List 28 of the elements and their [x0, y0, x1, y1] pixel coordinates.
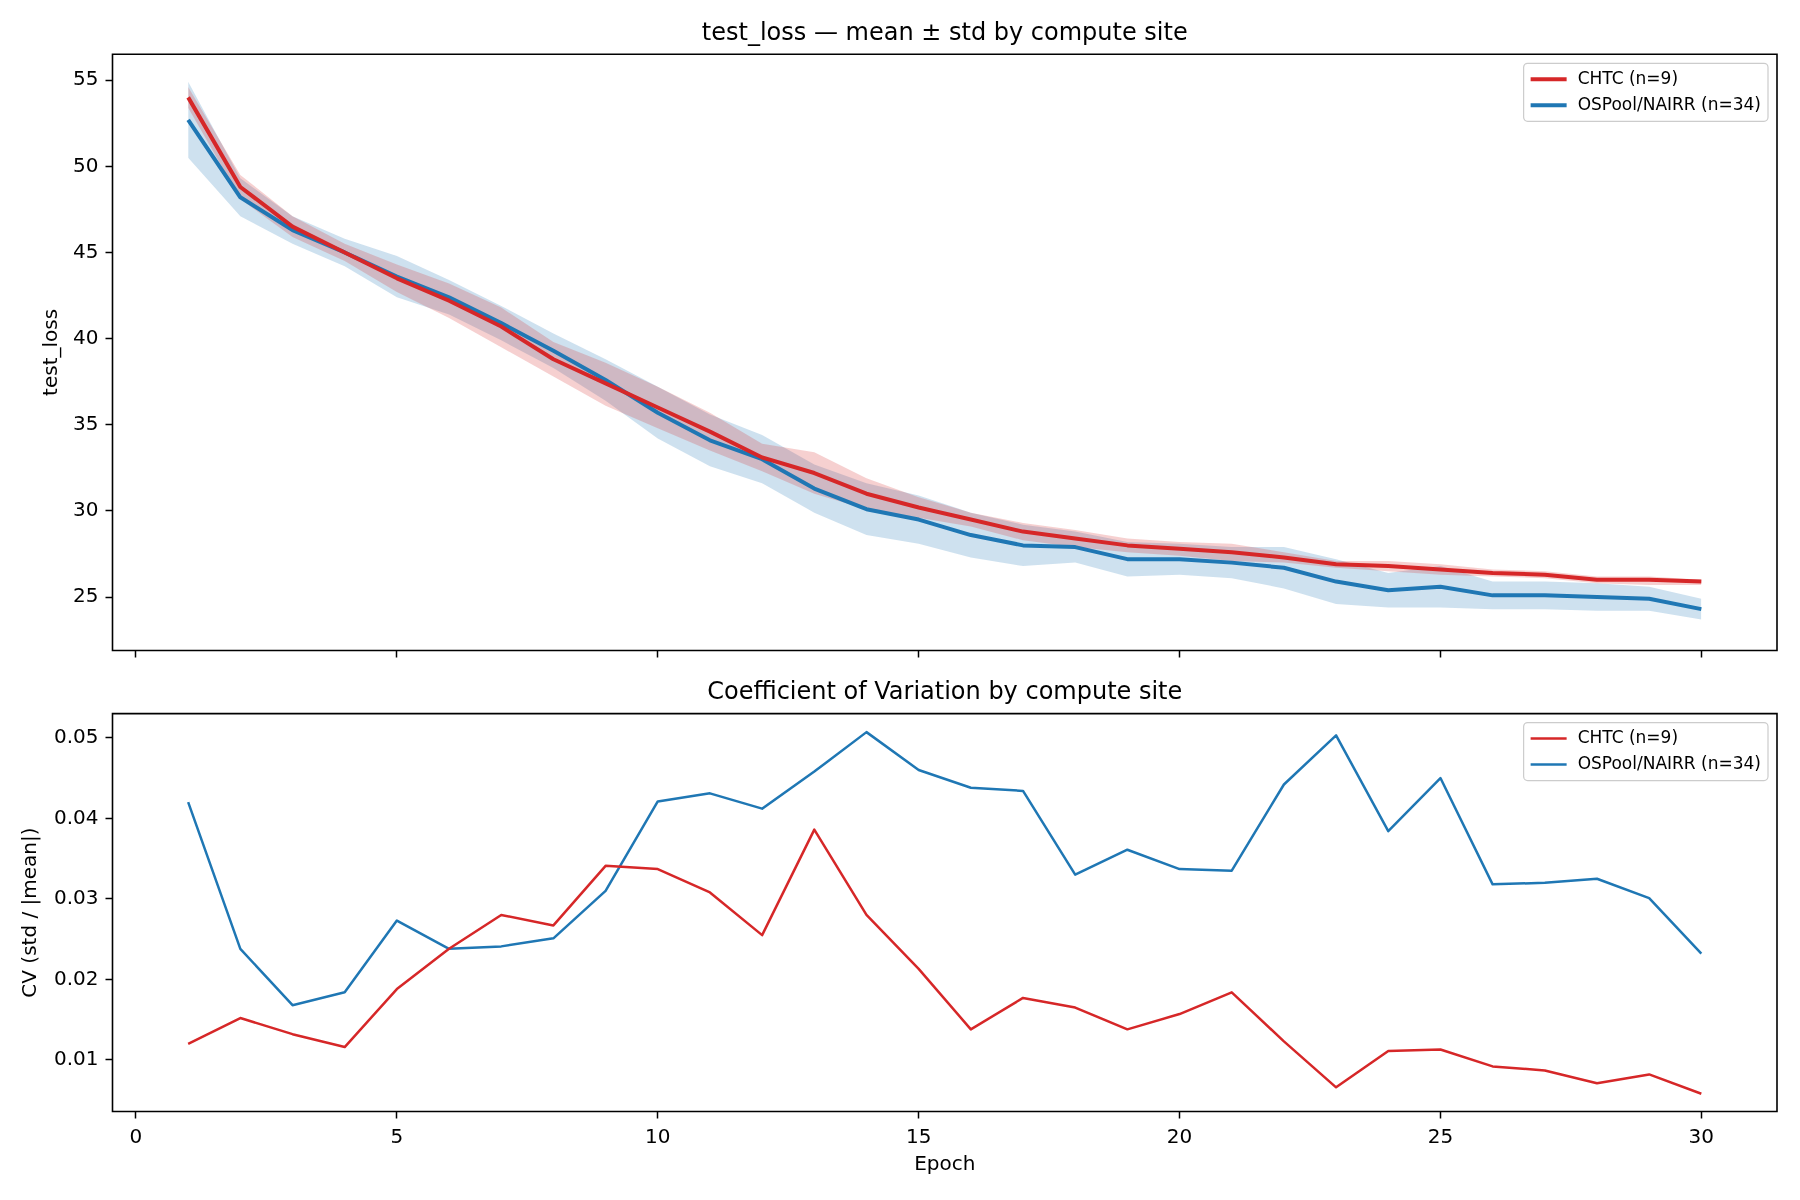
y-tick-label: 55 [73, 66, 99, 91]
x-tick-label: 25 [1427, 1123, 1454, 1148]
y-tick-label: 30 [73, 497, 99, 522]
y-tick-label: 35 [73, 410, 99, 435]
y-axis-title: test_loss [38, 308, 63, 396]
y-tick-label: 0.02 [53, 965, 99, 990]
chart-title: test_loss — mean ± std by compute site [701, 17, 1188, 46]
x-tick-label: 20 [1166, 1123, 1193, 1148]
y-tick-label: 45 [73, 238, 99, 263]
y-tick-label: 0.01 [53, 1046, 99, 1071]
legend-label: CHTC (n=9) [1577, 727, 1679, 748]
legend-label: CHTC (n=9) [1577, 67, 1679, 88]
x-axis-title: Epoch [914, 1150, 976, 1175]
y-tick-label: 25 [73, 583, 99, 608]
y-tick-label: 0.05 [53, 723, 99, 748]
legend-label: OSPool/NAIRR (n=34) [1577, 753, 1761, 774]
x-tick-label: 0 [129, 1123, 143, 1148]
x-tick-label: 15 [905, 1123, 932, 1148]
y-tick-label: 40 [73, 324, 99, 349]
x-tick-label: 5 [390, 1123, 404, 1148]
y-tick-label: 0.03 [53, 885, 99, 910]
y-tick-label: 50 [73, 152, 99, 177]
x-tick-label: 30 [1688, 1123, 1715, 1148]
y-tick-label: 0.04 [53, 804, 99, 829]
chart-title: Coefficient of Variation by compute site [707, 676, 1183, 705]
y-axis-title: CV (std / |mean|) [17, 827, 42, 998]
legend-label: OSPool/NAIRR (n=34) [1577, 93, 1761, 114]
x-tick-label: 10 [645, 1123, 671, 1148]
